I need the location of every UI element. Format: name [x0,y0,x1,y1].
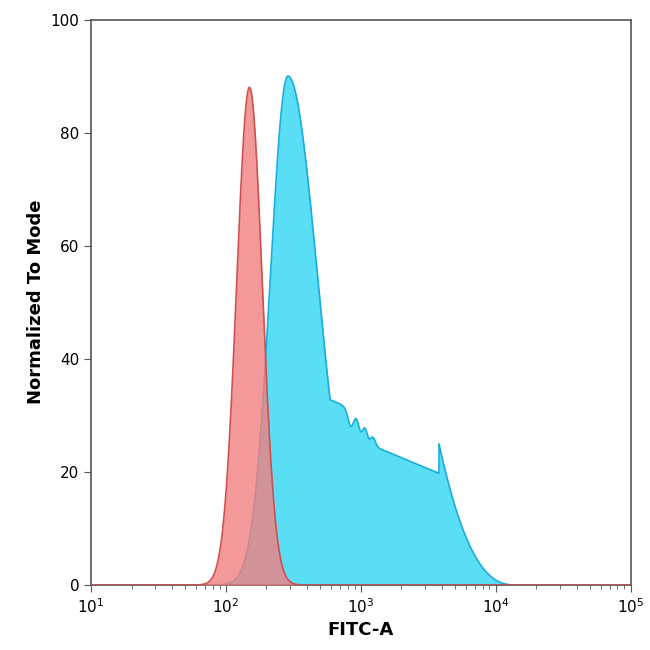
Y-axis label: Normalized To Mode: Normalized To Mode [27,200,45,404]
X-axis label: FITC-A: FITC-A [328,621,394,639]
